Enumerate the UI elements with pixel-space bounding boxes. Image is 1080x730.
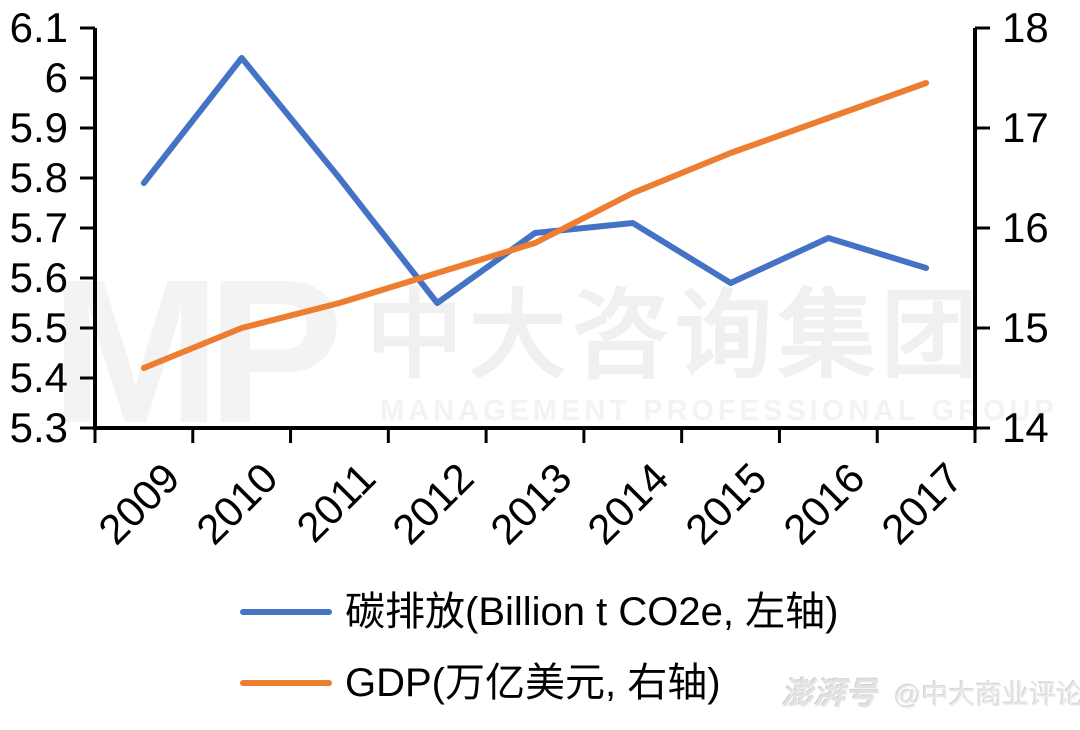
company-subtitle-watermark: MANAGEMENT PROFESSIONAL GROUP [380,395,1058,427]
plot-area [80,26,990,443]
right-axis-tick-label-17: 17 [1002,104,1049,151]
legend-item-gdp: GDP(万亿美元, 右轴) [240,659,838,707]
left-axis-tick-label-5.7: 5.7 [9,204,68,251]
series-line-gdp [140,80,930,371]
right-axis-tick-label-18: 18 [1002,4,1049,51]
series-line-emissions [140,55,930,306]
mp-logo-watermark: MP [50,237,343,466]
publisher-watermark: 澎湃号 @中大商业评论 [782,668,1080,713]
left-axis-tick-label-6: 6 [44,54,68,101]
publisher-account: @中大商业评论 [894,680,1080,710]
left-axis-tick-label-5.9: 5.9 [9,104,68,151]
right-axis-tick-label-16: 16 [1002,204,1049,251]
legend-label-emissions: 碳排放(Billion t CO2e, 左轴) [345,590,839,634]
right-axis-tick-label-14: 14 [1002,404,1049,451]
left-axis-tick-label-5.8: 5.8 [9,154,68,201]
legend: 碳排放(Billion t CO2e, 左轴) GDP(万亿美元, 右轴) [240,588,838,730]
left-axis-tick-label-5.3: 5.3 [9,404,68,451]
pengpai-logo: 澎湃号 [782,676,878,711]
right-axis-tick-label-15: 15 [1002,304,1049,351]
left-axis-tick-label-5.5: 5.5 [9,304,68,351]
legend-line-swatch-emissions [240,609,332,615]
legend-line-swatch-gdp [240,680,332,686]
legend-label-gdp: GDP(万亿美元, 右轴) [345,661,721,705]
left-axis-tick-label-5.4: 5.4 [9,354,68,401]
left-axis-tick-label-6.1: 6.1 [9,4,68,51]
chart-canvas: MP 中大咨询集团 MANAGEMENT PROFESSIONAL GROUP … [9,4,1080,713]
legend-item-emissions: 碳排放(Billion t CO2e, 左轴) [240,588,838,636]
company-name-watermark: 中大咨询集团 [366,281,984,390]
left-axis-tick-label-5.6: 5.6 [9,254,68,301]
